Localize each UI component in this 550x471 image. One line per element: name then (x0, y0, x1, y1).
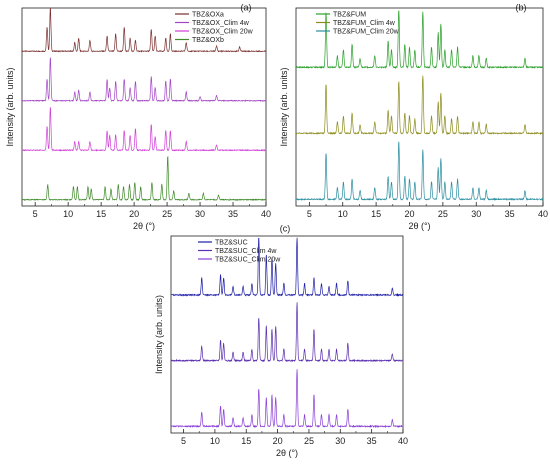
series-trace-3 (295, 141, 544, 202)
x-axis-label: 2θ (°) (276, 448, 298, 458)
panel-label: (a) (241, 2, 252, 12)
legend-entry: TBZ&SUC (215, 240, 248, 247)
legend-entry: TBZ&OX_Clim 4w (192, 20, 250, 27)
series-trace-2 (21, 57, 267, 103)
series-trace-2 (295, 75, 544, 136)
x-tick-label: 40 (398, 436, 408, 446)
x-tick-label: 10 (210, 436, 220, 446)
plot-frame (170, 235, 404, 434)
y-axis-label: Intensity (arb. units) (279, 67, 289, 146)
x-tick-label: 25 (438, 209, 448, 219)
x-tick-label: 15 (96, 209, 106, 219)
series-trace-3 (22, 107, 267, 152)
series-trace-1 (21, 7, 267, 53)
legend-entry: TBZ&FUM_Clim 20w (333, 29, 400, 36)
x-tick-label: 20 (404, 209, 414, 219)
x-tick-label: 10 (63, 209, 73, 219)
plot-frame (295, 7, 544, 207)
legend-entry: TBZ&OXb (192, 37, 224, 44)
x-tick-label: 5 (33, 209, 38, 219)
legend-entry: TBZ&SUC_Clim 4w (215, 248, 277, 255)
x-tick-label: 20 (129, 209, 139, 219)
x-tick-label: 30 (471, 209, 481, 219)
series-trace-1 (295, 10, 544, 70)
panel-2: (b) 5 10 15 20 25 30 35 40 2θ (°) Intensity (arb. … (279, 2, 548, 231)
x-tick-label: 15 (241, 436, 251, 446)
y-axis-label: Intensity (arb. units) (154, 295, 164, 374)
x-tick-label: 40 (261, 209, 271, 219)
series-trace-4 (21, 155, 267, 202)
x-tick-label: 35 (367, 436, 377, 446)
x-tick-label: 20 (273, 436, 283, 446)
plot-frame (21, 7, 267, 207)
x-tick-label: 25 (162, 209, 172, 219)
x-tick-label: 5 (307, 209, 312, 219)
series-trace-3 (170, 369, 404, 429)
x-tick-label: 35 (505, 209, 515, 219)
series-trace-1 (171, 237, 404, 297)
y-axis-label: Intensity (arb. units) (5, 67, 15, 146)
panel-label: (c) (280, 223, 291, 233)
legend-entry: TBZ&FUM (333, 12, 366, 19)
legend-entry: TBZ&OXa (192, 12, 224, 19)
x-tick-label: 35 (228, 209, 238, 219)
legend-entry: TBZ&FUM_Clim 4w (333, 20, 396, 27)
x-tick-label: 25 (304, 436, 314, 446)
series-trace-2 (170, 302, 404, 363)
panel-label: (b) (516, 2, 527, 12)
x-axis-label: 2θ (°) (408, 221, 430, 231)
x-tick-label: 10 (338, 209, 348, 219)
x-tick-label: 40 (538, 209, 548, 219)
panel-1: (a) 5 10 15 20 25 30 35 40 2θ (°) Intensity (arb. … (5, 2, 271, 231)
panel-3: (c) 5 10 15 20 25 30 35 40 2θ (°) Intensity (arb. … (154, 223, 408, 458)
x-axis-label: 2θ (°) (133, 221, 155, 231)
legend-entry: TBZ&SUC_Clim 20w (215, 257, 281, 264)
x-tick-label: 5 (181, 436, 186, 446)
x-tick-label: 15 (371, 209, 381, 219)
legend-entry: TBZ&OX_Clim 20w (192, 29, 254, 36)
x-tick-label: 30 (195, 209, 205, 219)
x-tick-label: 30 (335, 436, 345, 446)
